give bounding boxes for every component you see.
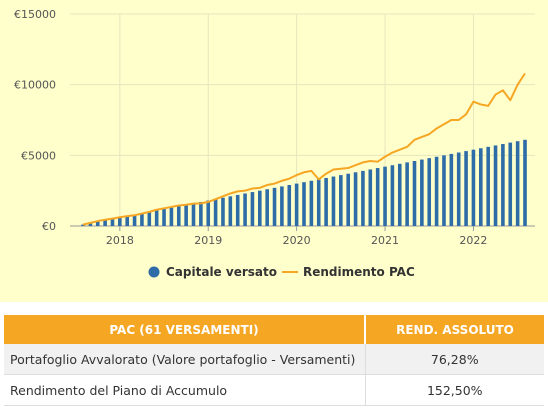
row-label: Rendimento del Piano di Accumulo — [4, 374, 365, 406]
bar — [412, 160, 417, 226]
x-tick-label: 2022 — [459, 234, 487, 247]
bar — [258, 190, 262, 226]
bar — [103, 220, 107, 226]
bar — [235, 194, 240, 226]
bar — [339, 175, 343, 226]
x-tick-label: 2018 — [106, 234, 134, 247]
bar — [427, 158, 432, 226]
bar — [272, 187, 277, 226]
y-tick-label: €5000 — [21, 149, 56, 162]
y-tick-label: €15000 — [14, 8, 56, 21]
bar — [213, 199, 218, 226]
bar — [449, 153, 454, 226]
x-tick-label: 2021 — [371, 234, 399, 247]
table-header-row: PAC (61 VERSAMENTI) REND. ASSOLUTO — [4, 315, 544, 344]
bar — [81, 224, 85, 226]
bar — [434, 156, 439, 226]
bar — [471, 149, 476, 226]
bar — [162, 209, 166, 226]
bar — [95, 221, 100, 226]
pac-chart: €0 €5000 €10000 €15000 2018 2019 2020 2021 2022 C… — [14, 8, 535, 279]
bar — [346, 173, 350, 226]
bar — [397, 163, 402, 226]
bar — [250, 192, 255, 226]
bar — [456, 152, 461, 226]
bar — [287, 185, 292, 226]
row-label: Portafoglio Avvalorato (Valore portafogl… — [4, 344, 365, 375]
bar — [493, 145, 498, 226]
bar — [375, 168, 380, 226]
bar — [302, 182, 306, 226]
bar — [420, 159, 424, 226]
bar — [265, 189, 269, 226]
y-tick-label: €10000 — [14, 79, 56, 92]
bar — [147, 211, 152, 226]
bar — [154, 210, 159, 226]
header-rend-assoluto: REND. ASSOLUTO — [365, 315, 544, 344]
bar — [169, 207, 174, 226]
legend-label: Rendimento PAC — [303, 265, 415, 279]
bar — [324, 177, 328, 226]
y-tick-label: €0 — [42, 220, 56, 233]
bar — [464, 151, 468, 226]
bar — [383, 166, 387, 226]
bar — [176, 206, 181, 226]
bar — [486, 146, 490, 226]
bar — [191, 203, 196, 226]
bar — [206, 200, 211, 226]
bar — [280, 186, 284, 226]
bar — [199, 201, 203, 226]
bar — [508, 142, 513, 226]
header-pac-versamenti: PAC (61 VERSAMENTI) — [4, 315, 366, 344]
bar — [309, 180, 314, 226]
bar — [515, 141, 520, 226]
row-value: 152,50% — [364, 374, 544, 406]
results-table-wrapper: PAC (61 VERSAMENTI) REND. ASSOLUTO Porta… — [4, 315, 544, 406]
bar — [132, 214, 137, 226]
bar — [88, 223, 93, 226]
bar — [390, 165, 395, 226]
x-tick-label: 2020 — [283, 234, 311, 247]
bar — [228, 196, 233, 226]
bar — [243, 193, 247, 226]
bar — [501, 144, 505, 226]
results-table: PAC (61 VERSAMENTI) REND. ASSOLUTO Porta… — [4, 315, 544, 406]
bar — [353, 172, 358, 226]
bar — [405, 162, 409, 226]
chart-panel: €0 €5000 €10000 €15000 2018 2019 2020 2021 2022 C… — [0, 0, 548, 302]
bar — [331, 176, 336, 226]
bar — [140, 213, 144, 226]
bar — [221, 197, 225, 226]
bar — [361, 170, 365, 226]
bar — [368, 169, 373, 226]
bar — [442, 155, 446, 226]
bar — [125, 216, 129, 226]
bar — [184, 204, 188, 226]
table-row: Portafoglio Avvalorato (Valore portafogl… — [4, 344, 544, 375]
bar — [479, 148, 483, 226]
x-tick-label: 2019 — [194, 234, 222, 247]
table-row: Rendimento del Piano di Accumulo 152,50% — [4, 374, 544, 406]
legend-marker-bar — [148, 266, 160, 278]
series-line — [82, 72, 526, 226]
bar — [523, 139, 527, 226]
bar — [294, 183, 299, 226]
bar — [110, 218, 115, 226]
legend-label: Capitale versato — [166, 265, 277, 279]
row-value: 76,28% — [364, 344, 544, 375]
bar — [316, 179, 321, 226]
bar — [118, 217, 122, 226]
